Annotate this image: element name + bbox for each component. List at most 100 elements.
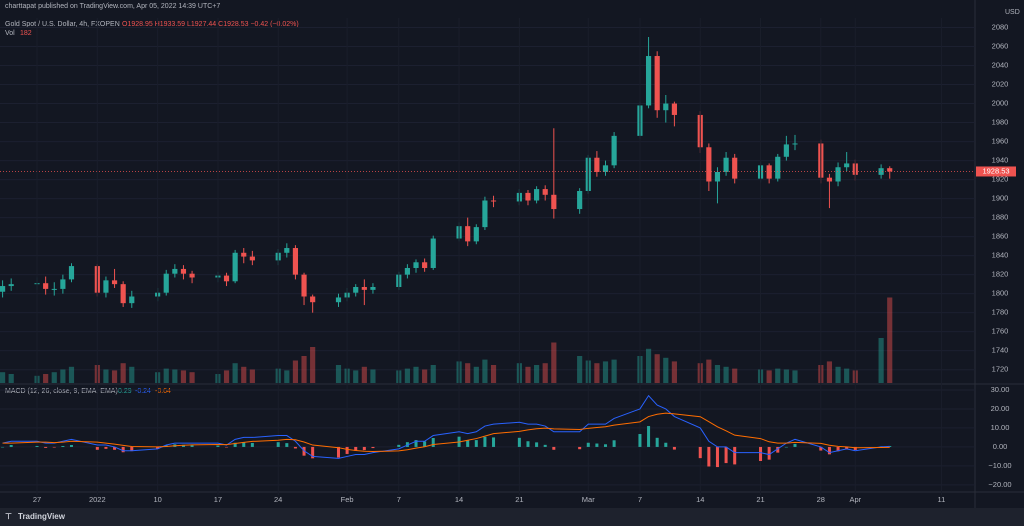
volume-bar	[103, 369, 109, 383]
candle-body	[645, 56, 652, 106]
volume-bar	[404, 368, 410, 383]
x-tick-label: 28	[817, 495, 825, 504]
y-tick-label: 10.00	[991, 423, 1010, 432]
y-tick-label: 0.00	[993, 442, 1008, 451]
macd-line	[2, 394, 890, 459]
volume-bar	[766, 370, 772, 383]
macd-histogram-bar	[603, 444, 608, 447]
macd-histogram-bar	[724, 446, 728, 464]
candle-body	[103, 280, 109, 293]
volume-bar	[465, 363, 471, 383]
candle-body	[120, 284, 126, 304]
volume-bar	[361, 366, 367, 383]
y-tick-label: 20.00	[991, 404, 1010, 413]
macd-histogram-bar	[638, 434, 642, 447]
macd-histogram-bar	[526, 441, 530, 447]
y-tick-label: 1840	[992, 251, 1009, 260]
candle-body	[335, 297, 342, 303]
macd-histogram-bar	[52, 446, 56, 448]
macd-histogram-bar	[733, 446, 737, 465]
macd-histogram-bar	[61, 445, 65, 447]
x-tick-label: 21	[756, 495, 764, 504]
macd-histogram-bar	[827, 446, 831, 455]
macd-histogram-bar	[612, 440, 616, 447]
y-tick-label: 2020	[992, 80, 1009, 89]
candle-body	[180, 268, 187, 274]
volume-bar	[671, 361, 677, 383]
candle-body	[714, 171, 721, 182]
volume-bar	[172, 369, 178, 383]
macd-histogram-bar	[647, 426, 651, 447]
volume-bar	[370, 369, 376, 383]
macd-histogram-bar	[293, 446, 297, 449]
macd-histogram-bar	[853, 446, 857, 450]
candle-body	[732, 157, 738, 179]
volume-bar	[301, 356, 307, 383]
volume-bar	[706, 359, 712, 383]
candle-body	[68, 266, 75, 280]
candle-body	[594, 157, 600, 172]
volume-bar	[826, 361, 833, 383]
macd-histogram-bar	[707, 446, 711, 467]
volume-bar	[43, 374, 49, 383]
candle-body	[706, 147, 712, 182]
volume-bar	[0, 372, 6, 383]
macd-histogram-bar	[95, 446, 99, 450]
y-tick-label: 2040	[992, 61, 1009, 70]
macd-histogram-bar	[466, 440, 470, 447]
y-tick-label: 1820	[992, 270, 1009, 279]
macd-histogram-bar	[276, 442, 280, 447]
volume-bar	[284, 370, 290, 383]
candle-body	[602, 165, 609, 172]
volume-bar	[51, 372, 57, 383]
macd-histogram-bar	[517, 437, 521, 447]
macd-histogram-bar	[190, 445, 194, 447]
macd-histogram-bar	[9, 445, 13, 447]
macd-histogram-bar	[543, 444, 547, 447]
y-tick-label: 30.00	[991, 385, 1010, 394]
macd-histogram-bar	[130, 446, 134, 452]
macd-histogram-bar	[104, 446, 108, 449]
volume-bar	[353, 370, 359, 383]
candle-body	[663, 103, 669, 111]
macd-histogram-bar	[423, 441, 427, 447]
volume-bar	[473, 366, 479, 383]
candle-body	[671, 103, 677, 115]
candle-body	[835, 167, 841, 182]
candle-body	[301, 274, 307, 297]
volume-bar	[180, 370, 187, 383]
ohlc-legend: O1928.95 H1933.59 L1927.44 C1928.53 −0.4…	[122, 21, 299, 28]
volume-bar	[249, 369, 255, 383]
macd-histogram-bar	[845, 446, 849, 449]
macd-title: MACD (12, 26, close, 9, EMA, EMA)	[5, 388, 118, 395]
candle-body	[878, 168, 884, 175]
plot: 1720 1740 1760 1780 1800 1820 1840 1860 1880 1900…	[0, 18, 1016, 504]
y-tick-label: −20.00	[988, 480, 1011, 489]
logo-icon: ⊤	[5, 512, 12, 521]
y-tick-label: 1880	[992, 213, 1009, 222]
volume-bar	[310, 347, 316, 383]
signal-value: -0.64	[155, 388, 171, 395]
candle-body	[310, 296, 316, 303]
volume-bar	[430, 365, 436, 383]
volume-bar	[878, 338, 884, 383]
candle-body	[473, 227, 479, 242]
y-tick-label: 1740	[992, 346, 1009, 355]
candle-body	[766, 165, 772, 179]
candle-body	[577, 190, 583, 210]
candle-body	[775, 156, 781, 179]
x-tick-label: 24	[274, 495, 282, 504]
macd-histogram-bar	[784, 446, 788, 448]
y-tick-label: 1920	[992, 175, 1009, 184]
candle-body	[534, 189, 540, 201]
volume-bar	[189, 372, 195, 383]
y-tick-label: 1960	[992, 137, 1009, 146]
macd-histogram-bar	[552, 446, 556, 450]
candle-body	[465, 226, 471, 242]
macd-histogram-bar	[586, 442, 590, 447]
macd-histogram-bar	[311, 446, 315, 459]
macd-histogram-bar	[336, 446, 341, 458]
volume-bar	[714, 365, 721, 383]
